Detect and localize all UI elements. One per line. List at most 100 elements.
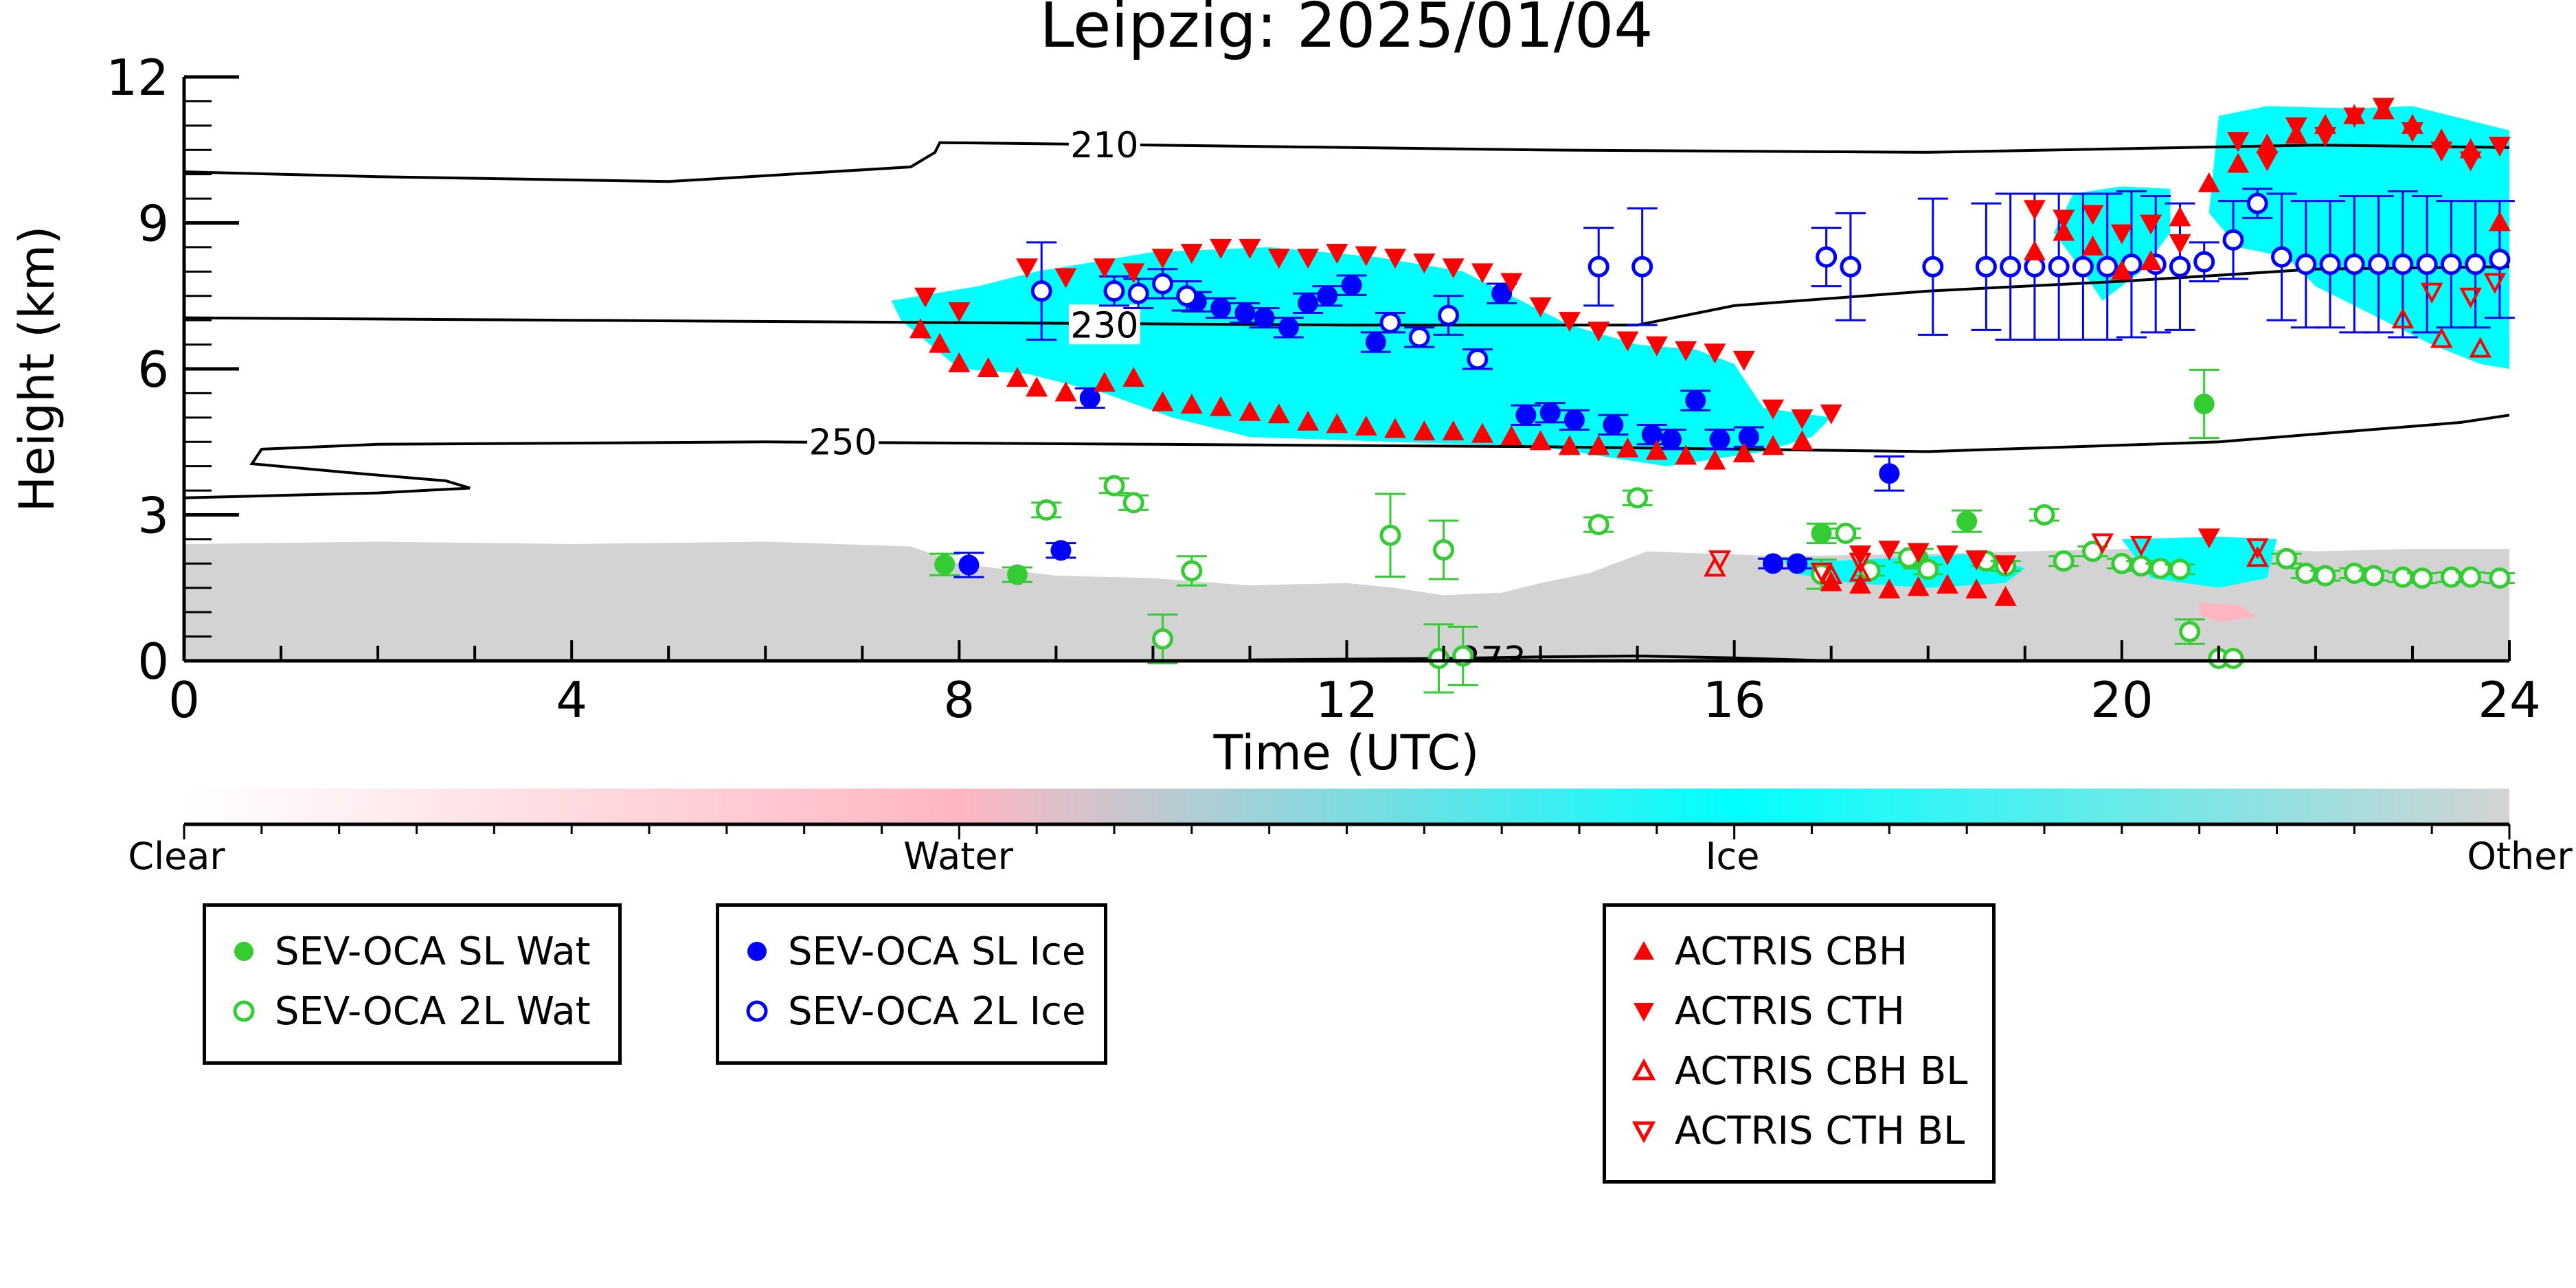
data-point xyxy=(2401,122,2424,142)
data-point xyxy=(1079,387,1100,409)
data-point xyxy=(2363,565,2385,587)
data-point xyxy=(1588,514,1609,536)
data-point xyxy=(1365,332,1386,353)
legend-item: SEV-OCA SL Wat xyxy=(220,924,591,979)
data-point xyxy=(2072,256,2094,278)
data-point xyxy=(1879,463,1900,484)
data-point xyxy=(929,332,951,353)
data-point xyxy=(1151,249,1174,269)
data-point xyxy=(1471,263,1493,284)
data-point xyxy=(1762,435,1785,455)
data-point xyxy=(1732,350,1755,371)
data-point xyxy=(1675,444,1697,465)
data-point xyxy=(1660,429,1682,450)
series-sev-oca-2l-ice xyxy=(1026,188,2515,370)
contour-label: 250 xyxy=(809,422,877,463)
legend-label: SEV-OCA 2L Ice xyxy=(788,988,1086,1034)
series-actris-cbh xyxy=(909,99,2511,606)
data-point xyxy=(1631,256,1653,278)
x-tick-label: 16 xyxy=(1703,671,1766,729)
data-point xyxy=(2111,552,2133,574)
data-point xyxy=(1054,268,1077,289)
data-point xyxy=(1413,253,1436,274)
data-point xyxy=(934,554,956,575)
data-point xyxy=(2343,563,2365,584)
data-point xyxy=(1239,238,1261,259)
data-point xyxy=(2460,566,2482,588)
data-point xyxy=(1811,523,1832,544)
data-point xyxy=(1122,367,1145,387)
data-point xyxy=(1016,258,1039,279)
data-point xyxy=(2222,229,2244,251)
data-point xyxy=(1093,258,1116,279)
data-point xyxy=(1539,402,1561,423)
data-point xyxy=(958,554,980,576)
data-point xyxy=(1438,304,1460,326)
data-point xyxy=(1627,487,1649,509)
legend-item: ACTRIS CBH BL xyxy=(1620,1043,1967,1098)
data-point xyxy=(2129,536,2153,557)
data-point xyxy=(1442,420,1465,441)
data-point xyxy=(2053,221,2075,241)
data-point xyxy=(1558,312,1581,332)
axes: 0 3 6 9 12 0 4 8 12 16 20 24 xyxy=(106,49,2540,729)
colorbar-label-ice: Ice xyxy=(1706,835,1760,878)
colorbar-gradient xyxy=(184,789,2509,824)
data-point xyxy=(1704,343,1726,364)
data-point xyxy=(2319,253,2341,275)
data-point xyxy=(2169,234,2191,254)
contour-line xyxy=(184,141,2509,183)
data-point xyxy=(1791,430,1814,451)
data-point xyxy=(2246,192,2268,214)
data-point xyxy=(2459,151,2482,172)
legend-label: ACTRIS CTH xyxy=(1675,988,1905,1034)
data-point xyxy=(1239,400,1261,421)
data-point xyxy=(1738,427,1759,448)
data-point xyxy=(1907,543,1930,563)
data-point xyxy=(1408,326,1430,348)
data-point xyxy=(1122,492,1144,514)
data-point xyxy=(1341,275,1362,296)
legend-sev-ice: SEV-OCA SL Ice SEV-OCA 2L Ice xyxy=(716,903,1107,1065)
data-point xyxy=(1956,510,1978,532)
data-point xyxy=(1791,409,1814,429)
data-point xyxy=(1317,285,1338,306)
data-point xyxy=(2488,137,2511,157)
data-point xyxy=(2392,253,2414,275)
y-tick-label: 6 xyxy=(137,341,169,398)
x-axis-label: Time (UTC) xyxy=(1213,725,1480,781)
data-point xyxy=(1151,391,1174,411)
data-point xyxy=(1355,416,1377,436)
colorbar-label-water: Water xyxy=(903,835,1013,878)
legend-item: SEV-OCA 2L Ice xyxy=(733,984,1085,1039)
data-point xyxy=(1050,540,1072,561)
data-point xyxy=(1529,297,1552,317)
data-point xyxy=(2091,533,2114,554)
data-point xyxy=(1588,256,1609,278)
data-point xyxy=(2197,172,2220,192)
data-point xyxy=(1588,321,1610,342)
data-point xyxy=(977,357,999,377)
data-point xyxy=(1180,244,1203,264)
data-point xyxy=(1965,550,1988,571)
data-point xyxy=(1297,410,1320,431)
data-point xyxy=(1035,499,1057,521)
data-point xyxy=(1840,256,1862,278)
series-actris-cth-bl xyxy=(1708,273,2507,584)
data-point xyxy=(1384,418,1407,438)
data-point xyxy=(1413,420,1436,441)
colorbar-label-clear: Clear xyxy=(128,835,225,878)
open-triangle-down-icon xyxy=(1631,1121,1656,1144)
data-point xyxy=(1588,435,1610,455)
ice-region xyxy=(1783,554,2025,588)
data-point xyxy=(1936,574,1958,594)
data-point xyxy=(2343,107,2366,128)
data-series xyxy=(909,98,2515,694)
data-point xyxy=(2048,256,2070,278)
data-point xyxy=(2411,567,2433,589)
data-point xyxy=(2053,210,2075,230)
data-point xyxy=(1820,404,1842,425)
data-point xyxy=(2295,563,2317,584)
open-circle-icon xyxy=(233,1000,255,1022)
data-point xyxy=(1849,552,1872,574)
